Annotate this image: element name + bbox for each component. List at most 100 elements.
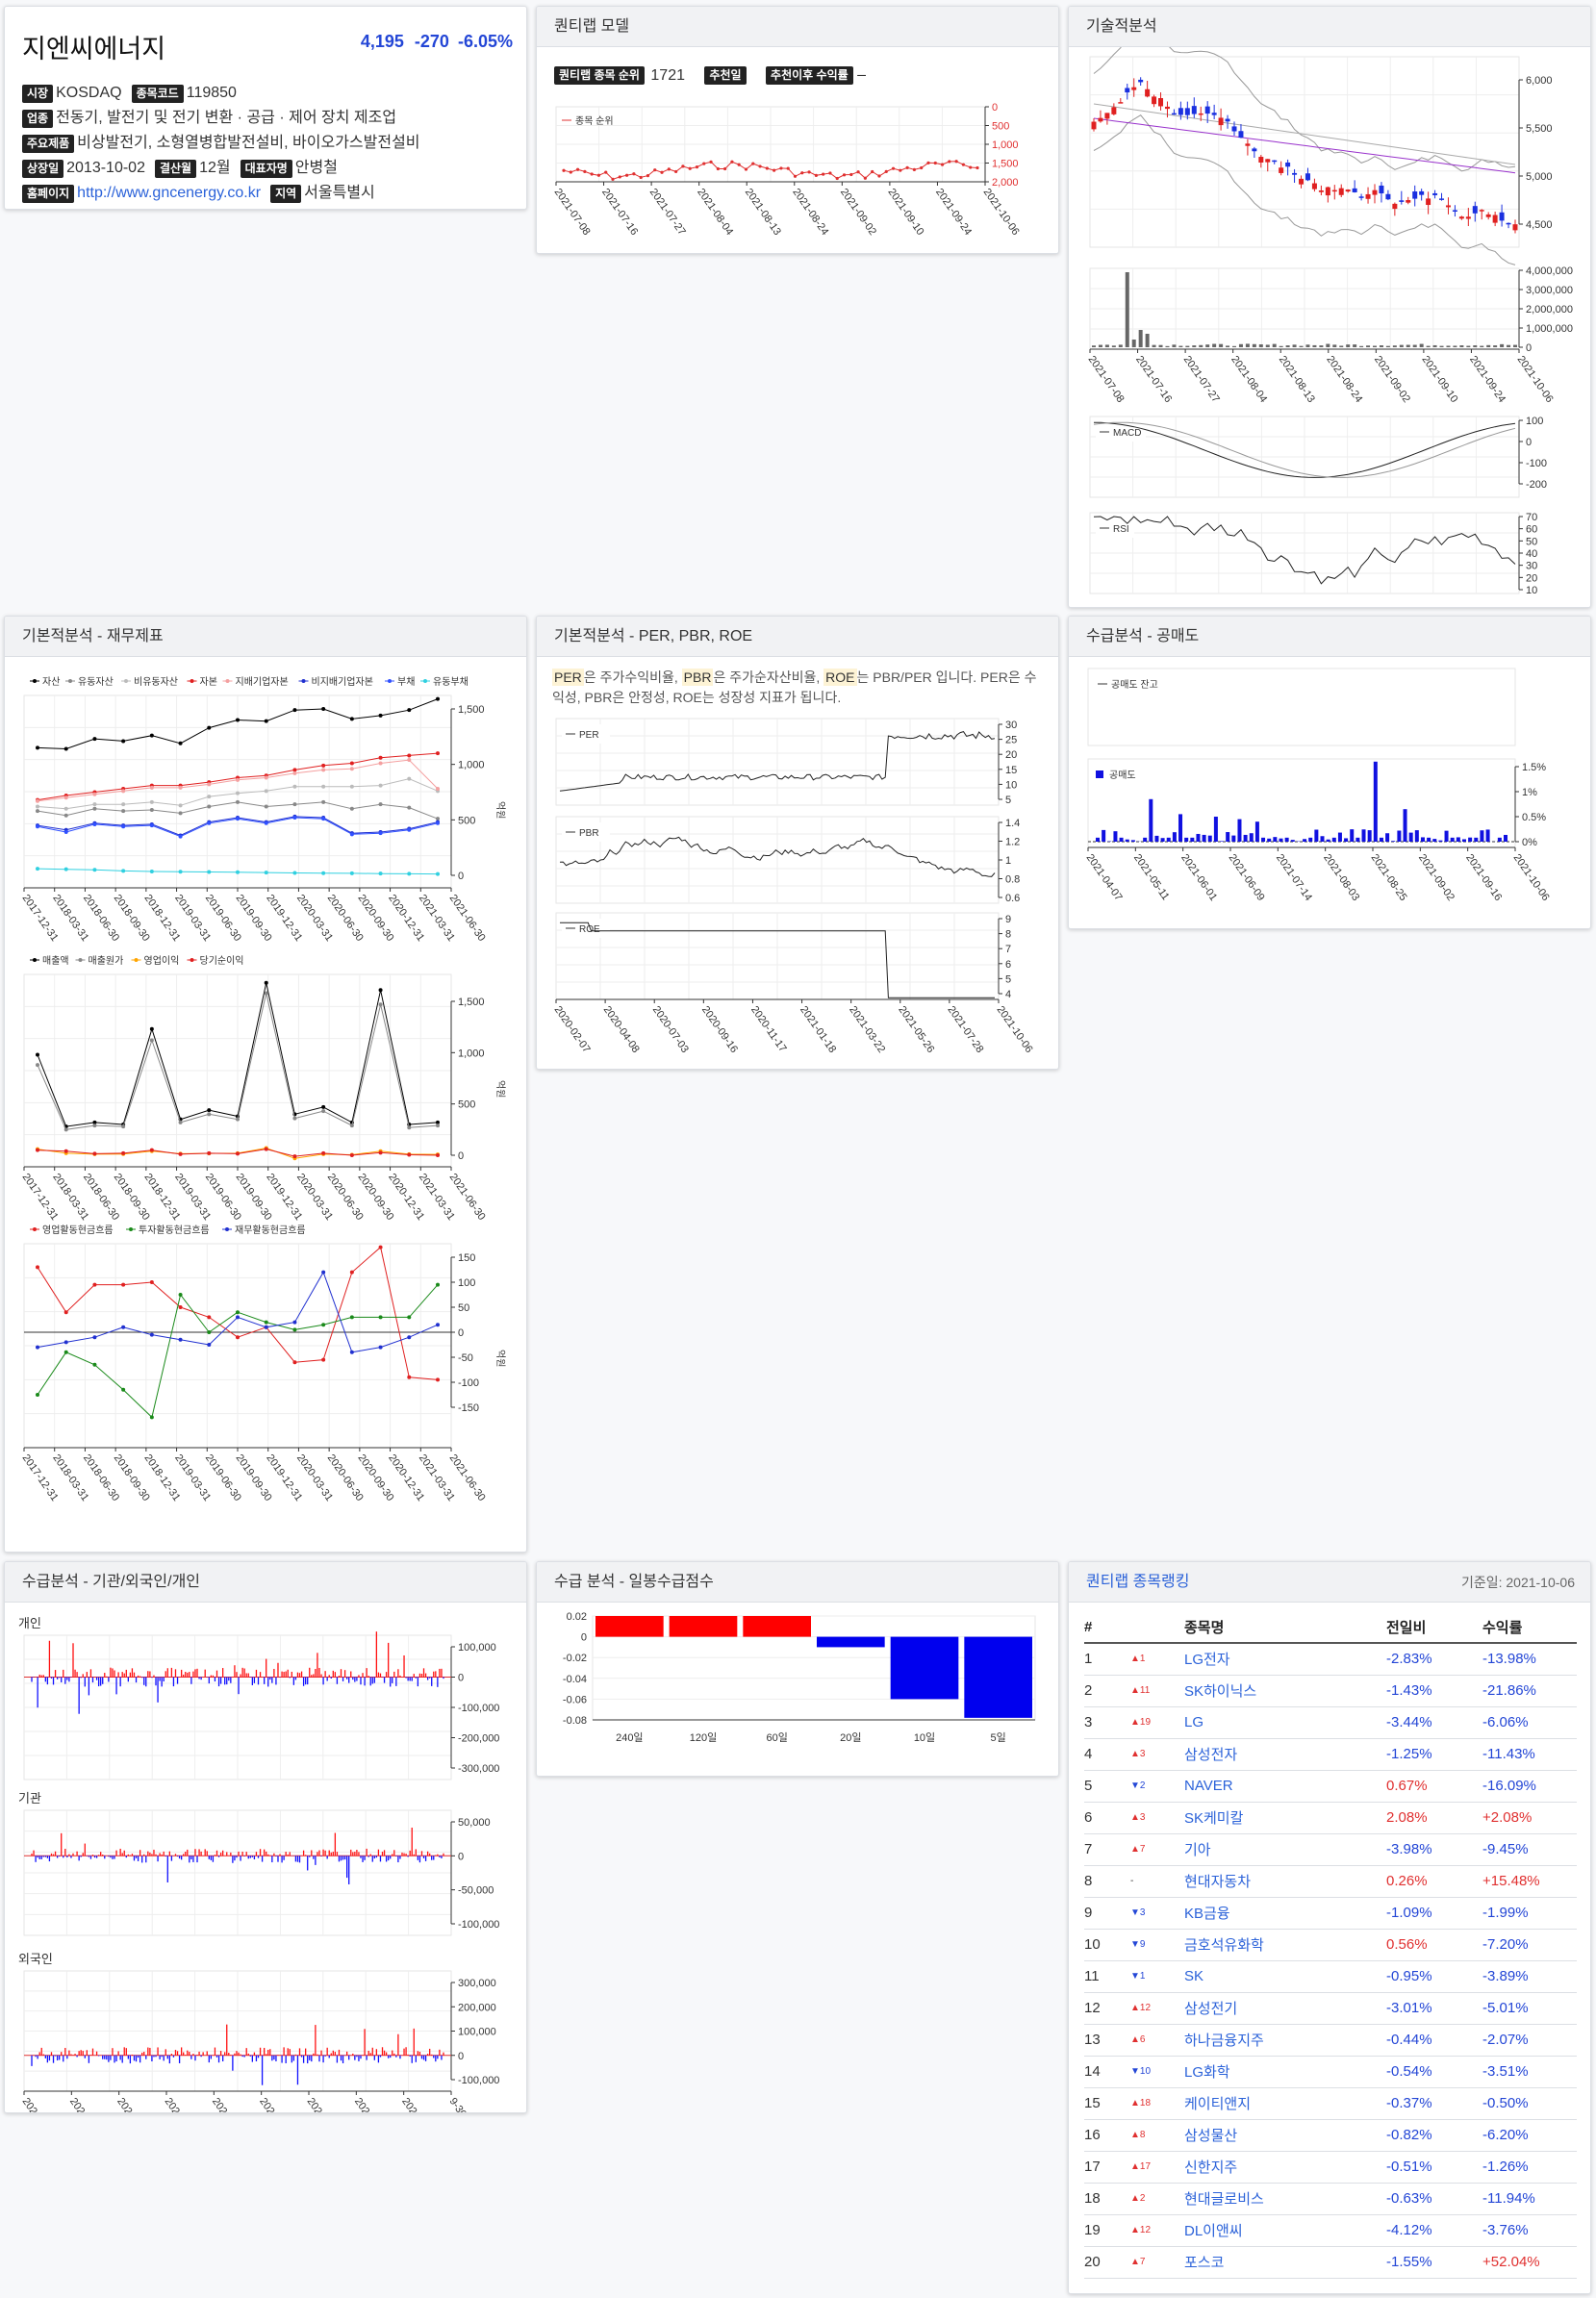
stock-name-link[interactable]: KB금융 [1184,1906,1230,1922]
stock-name-link[interactable]: LG [1184,1714,1204,1730]
roe-tick-label: 9 [1005,914,1011,925]
short-bar [1149,798,1153,842]
volume-bar [1486,344,1491,347]
candle-body [1265,159,1271,163]
stock-name-link[interactable]: SK하이닉스 [1184,1683,1257,1700]
sales-point [292,1154,297,1159]
unit-label: 억원 [494,801,506,819]
legend-label: RSI [1113,524,1129,535]
stock-name-link[interactable]: 하나금융지주 [1184,2033,1264,2049]
asset-point [407,827,412,832]
per-tick-label: 20 [1005,749,1017,761]
cashflow-point [321,1357,326,1362]
stock-name-link[interactable]: 신한지주 [1184,2159,1238,2176]
candle-body [1426,198,1431,206]
ranking-row: 16 ▲8 삼성물산 -0.82% -6.20% [1084,2119,1577,2152]
stock-name-link[interactable]: 현대글로비스 [1184,2191,1264,2208]
short-bar [1196,833,1201,842]
volume-bar [1279,345,1283,347]
stock-name-link[interactable]: SK [1184,1968,1204,1984]
ranking-row: 1 ▲1 LG전자 -2.83% -13.98% [1084,1643,1577,1676]
rank-move: ▲12 [1130,1992,1184,2025]
asset-point [36,798,39,803]
legend-label: 부채 [397,676,415,688]
asset-point [92,821,97,826]
short-bar [1367,830,1372,842]
stock-link-cell: 삼성물산 [1184,2119,1386,2152]
cashflow-tick-label: 50 [458,1302,469,1314]
sales-point [264,1147,268,1151]
stock-name-link[interactable]: LG전자 [1184,1652,1230,1669]
x-tick-label: 2020-09-16 [699,1004,740,1055]
stock-name-link[interactable]: 삼성전자 [1184,1747,1238,1763]
pbr-tick-label: 1.4 [1005,818,1020,829]
rank-point [716,166,720,171]
stock-name-link[interactable]: 삼성물산 [1184,2128,1238,2144]
stock-name-link[interactable]: SK케미칼 [1184,1810,1244,1827]
supply-score-card: 수급 분석 - 일봉수급점수 0.02 0 -0.02 -0.04 -0.06 -0.08… [536,1561,1059,1777]
asset-point [236,870,240,874]
asset-point [436,787,440,792]
rank-move: ▲1 [1130,1643,1184,1676]
prev-day-change: -0.95% [1386,1960,1482,1993]
stock-name-link[interactable]: DL이앤씨 [1184,2223,1243,2239]
short-selling-card: 수급분석 - 공매도 공매도 잔고 1.5% 1% 0.5% 0% 공매도 2021-04-… [1068,616,1591,929]
legend-dot [68,679,72,683]
legend-label: 자본 [200,676,217,688]
stock-name-link[interactable]: NAVER [1184,1778,1233,1794]
cashflow-point [92,1362,97,1367]
prev-day-change: -0.82% [1386,2119,1482,2152]
rank-point [814,173,818,177]
legend-label: 매출액 [42,955,69,967]
plot-area [592,1615,1036,1721]
rank-legend: 종목 순위 [575,114,614,127]
rank-point [793,174,798,178]
short-bar [1331,837,1336,842]
stock-link-cell: SK케미칼 [1184,1802,1386,1834]
cashflow-tick-label: -100 [458,1377,479,1389]
short-bar [1379,837,1383,842]
short-bar [1184,837,1189,842]
cashflow-point [178,1305,183,1309]
asset-point [321,763,326,768]
listed-value: 2013-10-02 [66,160,145,176]
foreign-label: 외국인 [18,1952,53,1966]
homepage-link[interactable]: http://www.gncenergy.co.kr [77,185,262,201]
legend-label: 지배기업자본 [236,675,289,688]
stock-name-link[interactable]: LG화학 [1184,2064,1230,2081]
rank-point [835,176,839,181]
stock-name-link[interactable]: 삼성전기 [1184,2001,1238,2017]
rank-point [751,162,755,165]
prev-day-change: -0.51% [1386,2151,1482,2184]
rec-date-label: 추천일 [704,66,747,85]
volume-bar [1359,345,1364,347]
candle-body [1338,188,1344,195]
foreign-tick-label: -100,000 [458,2075,499,2086]
industry-value: 전동기, 발전기 및 전기 변환 · 공급 · 제어 장치 제조업 [56,110,397,126]
legend-dot [124,679,128,683]
rank-point [758,164,762,168]
asset-point [292,802,297,807]
stock-name-link[interactable]: 기아 [1184,1842,1211,1858]
stock-name-link[interactable]: 금호석유화학 [1184,1937,1264,1954]
stock-name-link[interactable]: 케이티앤지 [1184,2096,1252,2112]
cashflow-point [121,1387,126,1392]
stock-name-link[interactable]: 현대자동차 [1184,1874,1252,1890]
market-value: KOSDAQ [56,85,122,101]
short-bar [1497,837,1502,842]
asset-point [292,816,297,821]
products-value: 비상발전기, 소형열병합발전설비, 바이오가스발전설비 [77,135,420,151]
sales-point [92,1151,97,1156]
asset-tick-label: 500 [458,815,475,826]
short-bar [1190,837,1195,842]
return-rate: -6.20% [1482,2119,1577,2152]
ranking-row: 7 ▲7 기아 -3.98% -9.45% [1084,1833,1577,1866]
stock-name-link[interactable]: 포스코 [1184,2255,1225,2271]
sales-point [264,991,268,996]
rank-point [596,173,601,177]
rank-move: ▲7 [1130,2246,1184,2279]
x-tick-label: 2021-01-18 [798,1004,838,1055]
prev-day-change: -3.01% [1386,1992,1482,2025]
candle-body [1452,210,1457,212]
sales-point [321,1150,326,1155]
